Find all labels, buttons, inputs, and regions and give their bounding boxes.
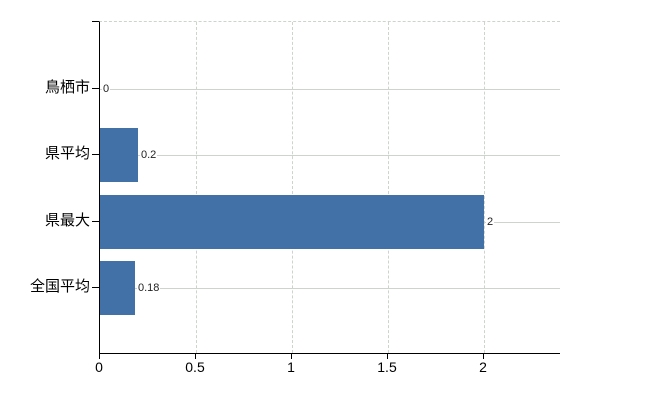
bar xyxy=(100,128,138,182)
bar-value-label: 0.2 xyxy=(140,148,158,162)
category-label: 県平均 xyxy=(44,145,90,162)
bar-value-label: 0 xyxy=(102,82,111,96)
x-tick xyxy=(99,354,100,359)
y-axis-top-tick xyxy=(92,21,99,22)
x-tick-label: 2 xyxy=(479,359,487,375)
plot-area: 0 0.2 2 0.18 xyxy=(99,21,560,354)
y-tick xyxy=(92,154,99,155)
bar-value-label: 2 xyxy=(486,215,495,229)
x-tick-label: 0 xyxy=(95,359,103,375)
y-tick xyxy=(92,88,99,89)
bar xyxy=(100,195,484,249)
y-tick xyxy=(92,287,99,288)
x-gridline xyxy=(292,22,293,353)
y-gridline xyxy=(100,89,560,90)
bar-value-label: 0.18 xyxy=(137,281,161,295)
category-label: 全国平均 xyxy=(29,278,90,295)
x-tick-label: 0.5 xyxy=(185,359,205,375)
bar xyxy=(100,261,135,315)
x-gridline xyxy=(388,22,389,353)
x-tick-label: 1.5 xyxy=(377,359,397,375)
x-tick xyxy=(291,354,292,359)
category-label: 県最大 xyxy=(44,212,90,229)
y-gridline xyxy=(100,155,560,156)
x-tick-label: 1 xyxy=(287,359,295,375)
y-tick xyxy=(92,221,99,222)
category-label: 鳥栖市 xyxy=(44,79,90,96)
x-gridline xyxy=(484,22,485,353)
y-gridline xyxy=(100,288,560,289)
x-tick xyxy=(387,354,388,359)
x-tick xyxy=(195,354,196,359)
x-tick xyxy=(483,354,484,359)
x-gridline xyxy=(196,22,197,353)
